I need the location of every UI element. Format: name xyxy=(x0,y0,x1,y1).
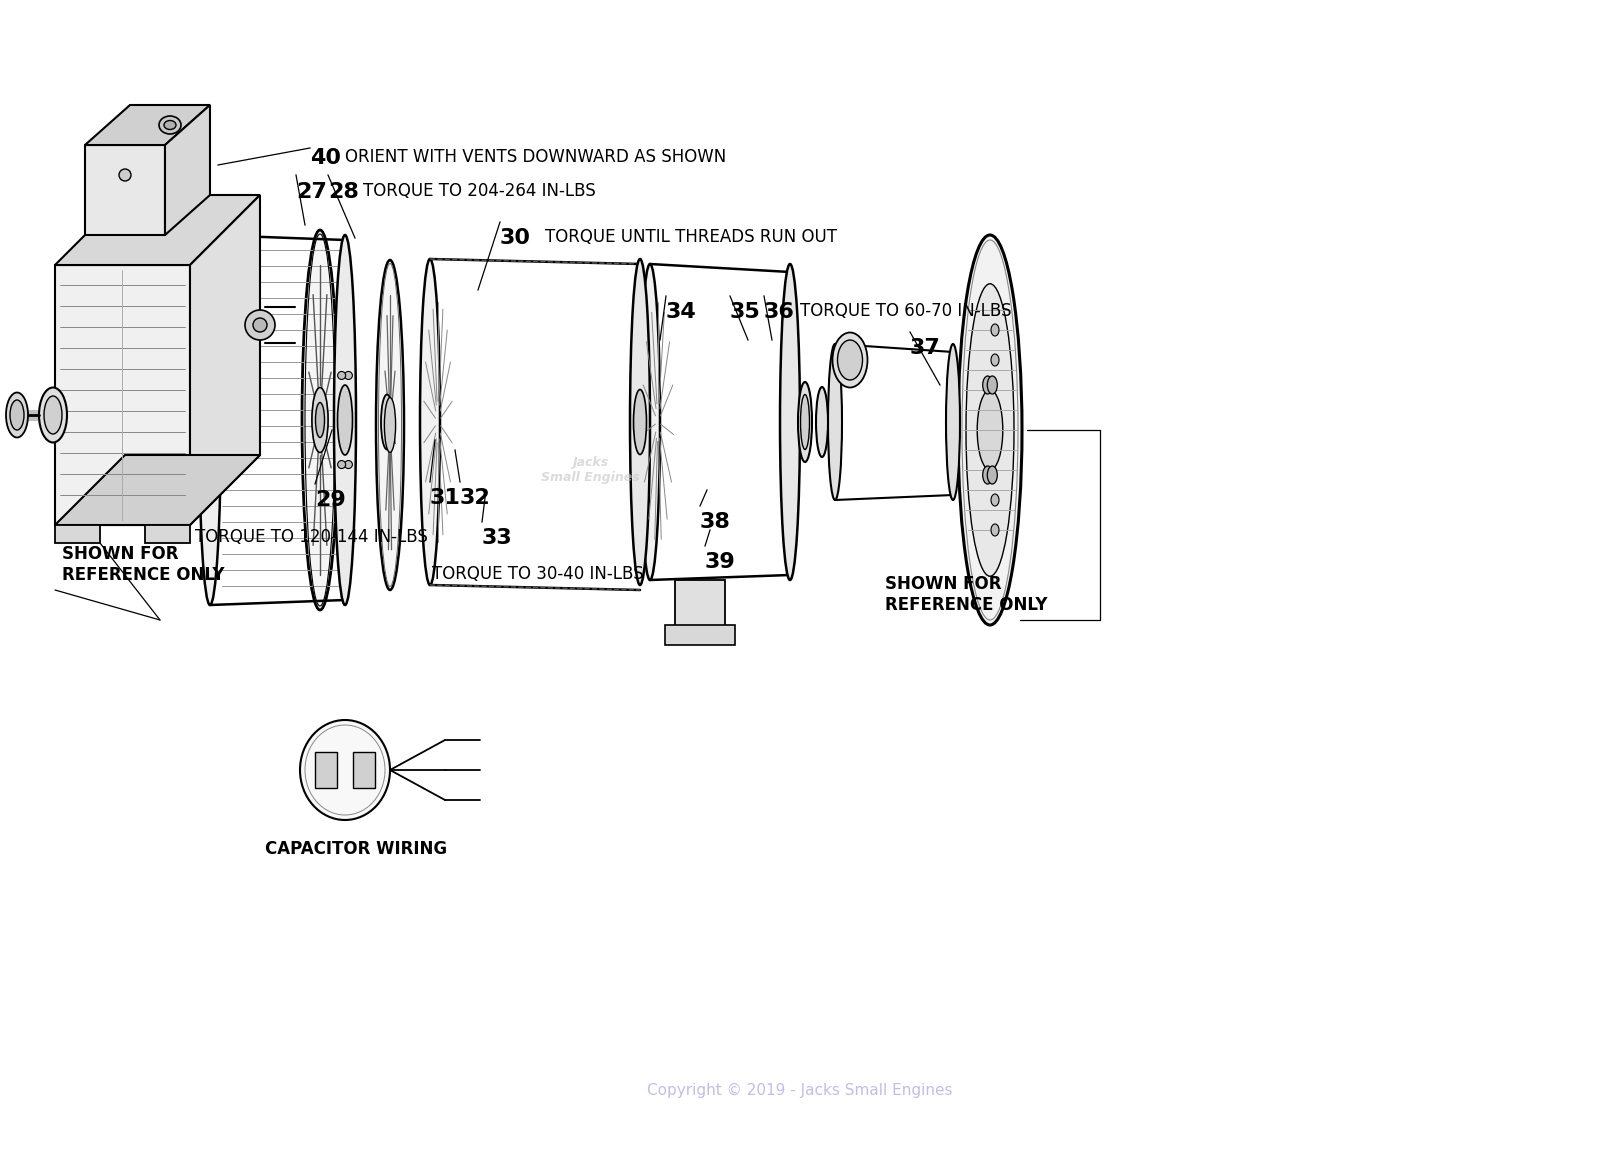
Text: SHOWN FOR
REFERENCE ONLY: SHOWN FOR REFERENCE ONLY xyxy=(62,545,224,584)
Ellipse shape xyxy=(958,235,1022,626)
Ellipse shape xyxy=(781,264,800,580)
Text: TORQUE UNTIL THREADS RUN OUT: TORQUE UNTIL THREADS RUN OUT xyxy=(546,228,837,246)
Ellipse shape xyxy=(384,398,395,453)
Text: 39: 39 xyxy=(706,552,736,572)
Text: 38: 38 xyxy=(701,512,731,532)
Ellipse shape xyxy=(990,494,998,506)
Ellipse shape xyxy=(946,344,960,499)
Text: 40: 40 xyxy=(310,148,341,168)
Ellipse shape xyxy=(816,387,829,457)
Ellipse shape xyxy=(334,235,355,605)
Polygon shape xyxy=(85,145,165,235)
Ellipse shape xyxy=(829,344,842,499)
Ellipse shape xyxy=(800,394,810,449)
Ellipse shape xyxy=(38,387,67,442)
Text: ORIENT WITH VENTS DOWNWARD AS SHOWN: ORIENT WITH VENTS DOWNWARD AS SHOWN xyxy=(346,148,726,166)
Ellipse shape xyxy=(832,333,867,387)
Ellipse shape xyxy=(634,390,646,454)
Polygon shape xyxy=(666,626,734,645)
Ellipse shape xyxy=(302,230,338,610)
Ellipse shape xyxy=(344,461,352,468)
Ellipse shape xyxy=(253,317,267,331)
Ellipse shape xyxy=(987,466,997,484)
Polygon shape xyxy=(675,580,725,635)
Ellipse shape xyxy=(6,392,29,438)
Ellipse shape xyxy=(118,169,131,181)
Text: CAPACITOR WIRING: CAPACITOR WIRING xyxy=(266,840,446,858)
Ellipse shape xyxy=(982,466,992,484)
Ellipse shape xyxy=(338,461,346,468)
Text: SHOWN FOR
REFERENCE ONLY: SHOWN FOR REFERENCE ONLY xyxy=(885,575,1048,614)
Ellipse shape xyxy=(45,396,62,434)
Ellipse shape xyxy=(301,720,390,820)
Ellipse shape xyxy=(990,354,998,366)
Ellipse shape xyxy=(338,385,352,455)
Ellipse shape xyxy=(987,376,997,394)
Text: 27: 27 xyxy=(296,182,326,202)
Text: 28: 28 xyxy=(328,182,358,202)
Ellipse shape xyxy=(982,376,992,394)
Text: TORQUE TO 204-264 IN-LBS: TORQUE TO 204-264 IN-LBS xyxy=(363,182,595,200)
Polygon shape xyxy=(54,265,190,525)
Text: Jacks
Small Engines: Jacks Small Engines xyxy=(541,456,640,484)
Polygon shape xyxy=(190,195,259,525)
Ellipse shape xyxy=(10,400,24,429)
Ellipse shape xyxy=(198,235,221,605)
Ellipse shape xyxy=(312,387,328,453)
Polygon shape xyxy=(85,105,210,145)
Ellipse shape xyxy=(158,116,181,134)
Ellipse shape xyxy=(990,324,998,336)
Ellipse shape xyxy=(978,390,1003,470)
Bar xyxy=(354,752,374,788)
Ellipse shape xyxy=(837,340,862,380)
Ellipse shape xyxy=(381,394,394,449)
Text: TORQUE TO 120-144 IN-LBS: TORQUE TO 120-144 IN-LBS xyxy=(195,527,427,546)
Ellipse shape xyxy=(165,120,176,130)
Ellipse shape xyxy=(798,382,813,462)
Polygon shape xyxy=(54,525,99,543)
Text: 37: 37 xyxy=(910,338,941,358)
Text: 36: 36 xyxy=(765,302,795,322)
Ellipse shape xyxy=(419,259,440,585)
Text: 31: 31 xyxy=(430,488,461,508)
Text: 32: 32 xyxy=(461,488,491,508)
Text: 35: 35 xyxy=(730,302,760,322)
Text: TORQUE TO 60-70 IN-LBS: TORQUE TO 60-70 IN-LBS xyxy=(800,302,1011,320)
Text: Copyright © 2019 - Jacks Small Engines: Copyright © 2019 - Jacks Small Engines xyxy=(648,1083,952,1097)
Text: TORQUE TO 30-40 IN-LBS: TORQUE TO 30-40 IN-LBS xyxy=(432,565,643,584)
Text: 33: 33 xyxy=(482,527,512,548)
Text: 29: 29 xyxy=(315,490,346,510)
Ellipse shape xyxy=(630,259,650,585)
Ellipse shape xyxy=(315,403,325,438)
Ellipse shape xyxy=(640,264,661,580)
Ellipse shape xyxy=(344,371,352,379)
Polygon shape xyxy=(146,525,190,543)
Ellipse shape xyxy=(376,260,403,591)
Polygon shape xyxy=(54,455,259,525)
Bar xyxy=(315,752,338,788)
Polygon shape xyxy=(54,195,259,265)
Polygon shape xyxy=(165,105,210,235)
Ellipse shape xyxy=(338,371,346,379)
Text: 30: 30 xyxy=(499,228,531,249)
Text: 34: 34 xyxy=(666,302,696,322)
Ellipse shape xyxy=(966,284,1014,576)
Ellipse shape xyxy=(245,310,275,340)
Ellipse shape xyxy=(990,524,998,536)
